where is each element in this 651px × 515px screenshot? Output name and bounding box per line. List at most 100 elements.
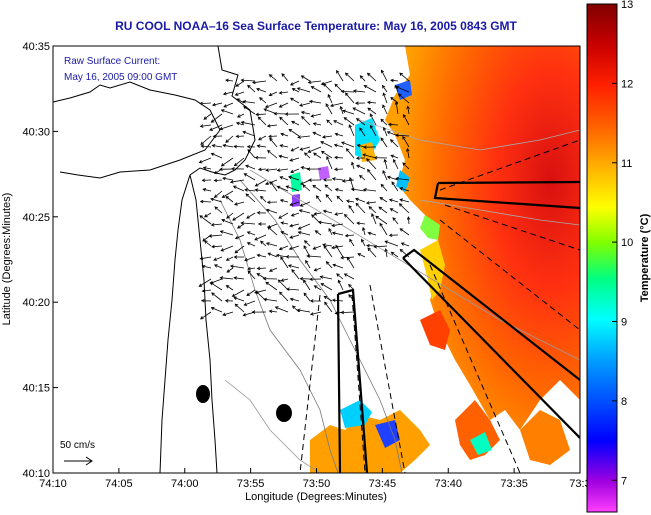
x-tick-label: 73:40 <box>434 478 462 490</box>
current-vector <box>361 238 366 247</box>
current-vector <box>406 147 410 159</box>
current-vector <box>368 206 377 214</box>
current-vector <box>400 242 410 247</box>
current-vector <box>222 91 234 96</box>
current-vector <box>267 252 278 258</box>
current-vector <box>334 132 344 137</box>
current-vector <box>276 185 289 192</box>
current-vector <box>222 143 234 148</box>
current-vector <box>225 195 234 203</box>
current-vector <box>237 223 245 229</box>
current-vector <box>220 157 234 167</box>
current-vector <box>199 199 212 204</box>
colorbar <box>586 3 618 513</box>
current-vector <box>243 173 256 181</box>
current-vector <box>235 80 245 87</box>
bathymetry-contour-5 <box>419 199 580 226</box>
current-vector <box>278 245 289 251</box>
current-vector <box>240 221 256 225</box>
current-vector <box>229 264 245 269</box>
current-vector <box>395 176 410 181</box>
current-vector <box>280 221 289 225</box>
current-vector <box>254 188 267 192</box>
current-vector <box>399 228 410 236</box>
current-vector <box>331 245 344 250</box>
current-vector <box>280 231 289 236</box>
current-vector <box>321 135 333 139</box>
current-vector <box>209 124 223 131</box>
current-vector <box>300 75 311 82</box>
current-vector <box>333 143 344 148</box>
current-vector <box>306 167 322 171</box>
current-vector <box>326 119 333 126</box>
current-vector <box>356 164 366 170</box>
current-vector <box>325 103 333 115</box>
current-vector <box>260 195 267 203</box>
current-vector <box>246 242 256 247</box>
current-vector <box>313 152 322 159</box>
current-vector <box>291 269 300 280</box>
current-vector <box>290 212 300 217</box>
current-vector <box>268 309 278 314</box>
current-vector <box>255 112 267 117</box>
colorbar-label: Temperature (°C) <box>639 213 651 302</box>
current-vector <box>399 187 410 192</box>
current-vector <box>234 91 245 96</box>
current-vector <box>324 184 333 192</box>
current-vector <box>220 109 234 115</box>
current-vector <box>202 188 212 192</box>
current-vector <box>359 127 366 137</box>
current-vector <box>276 168 289 172</box>
current-vector <box>326 156 333 170</box>
current-vector <box>232 185 245 192</box>
current-vector <box>355 197 366 203</box>
current-vector <box>257 167 267 172</box>
current-vector <box>304 152 311 159</box>
current-vector <box>394 133 410 138</box>
current-vector <box>279 291 289 302</box>
current-vector <box>333 167 344 172</box>
current-vector <box>235 121 245 126</box>
current-vector <box>213 190 223 198</box>
current-vector <box>300 179 311 185</box>
current-vector <box>285 255 300 259</box>
current-vector <box>268 134 278 139</box>
current-vector <box>297 223 311 230</box>
current-vector <box>229 179 245 184</box>
bathymetry-contour-6 <box>224 379 321 473</box>
current-vector <box>203 212 212 218</box>
colorbar-tick-label: 12 <box>621 78 633 90</box>
current-vector <box>201 264 212 269</box>
current-vector <box>211 144 223 148</box>
current-vector <box>219 124 234 131</box>
current-vector <box>322 178 333 182</box>
current-vector <box>236 113 245 118</box>
current-vector <box>402 135 410 148</box>
x-tick-label: 73:3 <box>569 478 590 490</box>
current-vector <box>210 197 223 203</box>
current-vector <box>292 305 300 313</box>
colorbar-ticks: 13 12 11 10 9 8 7 <box>612 0 633 487</box>
current-vector <box>246 231 256 236</box>
current-vector <box>246 145 256 149</box>
current-vector <box>310 86 322 93</box>
zone-boundary-channel <box>336 288 369 473</box>
bathymetry-contour-3 <box>249 169 580 361</box>
current-vector <box>296 308 311 313</box>
current-vector <box>389 208 399 214</box>
current-vector <box>351 161 355 170</box>
current-vector <box>269 137 278 148</box>
current-vector <box>355 156 366 160</box>
current-vector <box>378 206 388 214</box>
current-vector <box>380 137 388 148</box>
current-vector <box>203 240 212 247</box>
current-vector <box>251 310 267 314</box>
current-vector <box>235 134 245 139</box>
current-vector <box>320 141 333 148</box>
y-tick-label: 40:35 <box>22 41 50 53</box>
current-vector <box>373 155 388 160</box>
sst-cool-edge-3 <box>396 170 410 192</box>
current-vector <box>363 145 377 149</box>
current-vector <box>289 234 300 239</box>
current-vector <box>278 212 289 219</box>
